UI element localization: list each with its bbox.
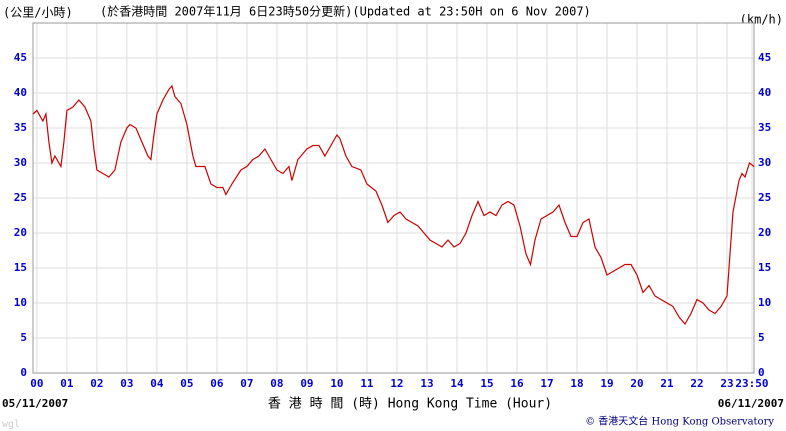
x-axis-label: 香 港 時 間 (時) Hong Kong Time (Hour) xyxy=(268,397,552,412)
y-tick-label: 5 xyxy=(20,331,27,344)
y-tick-label-right: 30 xyxy=(758,156,771,169)
x-tick-label: 00 xyxy=(30,377,43,390)
x-tick-label: 03 xyxy=(120,377,133,390)
y-tick-label-right: 10 xyxy=(758,296,771,309)
y-tick-label-right: 35 xyxy=(758,121,771,134)
y-tick-label-right: 0 xyxy=(758,366,765,379)
y-tick-label: 0 xyxy=(20,366,27,379)
x-tick-label: 21 xyxy=(660,377,674,390)
end-date: 06/11/2007 xyxy=(718,397,784,410)
y-tick-label-right: 25 xyxy=(758,191,771,204)
plot-border xyxy=(32,22,755,374)
x-tick-label: 22 xyxy=(690,377,703,390)
x-tick-label: 09 xyxy=(300,377,313,390)
y-tick-label: 10 xyxy=(14,296,27,309)
x-tick-label: 23 xyxy=(720,377,733,390)
x-tick-label: 01 xyxy=(60,377,74,390)
x-tick-label: 08 xyxy=(270,377,283,390)
y-tick-label: 45 xyxy=(14,51,27,64)
x-tick-label: 16 xyxy=(510,377,524,390)
x-tick-label: 20 xyxy=(630,377,643,390)
y-tick-label: 20 xyxy=(14,226,27,239)
x-tick-label: 02 xyxy=(90,377,103,390)
x-tick-label: 15 xyxy=(480,377,493,390)
chart-title: (於香港時間 2007年11月 6日23時50分更新)(Updated at 2… xyxy=(100,4,591,19)
y-tick-label: 25 xyxy=(14,191,27,204)
x-tick-label: 23:50 xyxy=(735,377,768,390)
corner-mark: wgl xyxy=(2,419,20,430)
x-tick-label: 13 xyxy=(420,377,433,390)
y-tick-label-right: 15 xyxy=(758,261,771,274)
x-tick-label: 18 xyxy=(570,377,583,390)
x-tick-label: 10 xyxy=(330,377,343,390)
x-tick-label: 05 xyxy=(180,377,193,390)
y-tick-label-right: 5 xyxy=(758,331,765,344)
y-tick-label: 15 xyxy=(14,261,27,274)
x-tick-label: 11 xyxy=(360,377,374,390)
x-tick-label: 06 xyxy=(210,377,224,390)
x-tick-label: 14 xyxy=(450,377,464,390)
y-tick-label: 30 xyxy=(14,156,27,169)
y-tick-label-right: 45 xyxy=(758,51,771,64)
x-tick-label: 07 xyxy=(240,377,253,390)
credit: © 香港天文台 Hong Kong Observatory xyxy=(585,415,774,428)
y-tick-label-right: 20 xyxy=(758,226,771,239)
y-tick-label: 40 xyxy=(14,86,27,99)
start-date: 05/11/2007 xyxy=(2,397,68,410)
x-tick-label: 17 xyxy=(540,377,553,390)
y-tick-label: 35 xyxy=(14,121,27,134)
x-tick-label: 12 xyxy=(390,377,403,390)
x-tick-label: 19 xyxy=(600,377,613,390)
x-tick-label: 04 xyxy=(150,377,164,390)
y-tick-label-right: 40 xyxy=(758,86,771,99)
data-line xyxy=(32,84,755,326)
y-label-left: (公里/小時) xyxy=(3,6,73,20)
